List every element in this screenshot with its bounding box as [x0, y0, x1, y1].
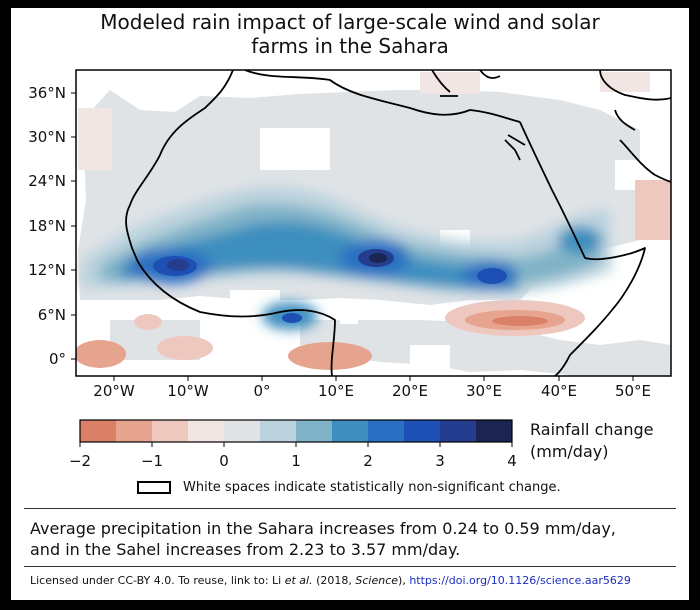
colorbar-tick-label: 3: [435, 452, 445, 470]
shading-negative-gulf: [157, 336, 213, 360]
shading-negative-ne: [600, 72, 650, 92]
coastlines: [125, 70, 671, 376]
license-etal: et al.: [284, 574, 313, 587]
license-journal: Science: [355, 574, 399, 587]
nonsig-patch-6: [410, 345, 450, 375]
colorbar-bin: [296, 420, 333, 442]
lon-label-0: 0°: [253, 382, 271, 400]
lat-label-6n: 6°N: [37, 306, 66, 324]
lon-label-50e: 50°E: [614, 382, 652, 400]
map-tick-marks: [71, 92, 634, 381]
lon-label-20w: 20°W: [93, 382, 135, 400]
colorbar-title-line-2: (mm/day): [530, 442, 609, 461]
shading-negative-nw: [78, 108, 112, 170]
license-suffix: ),: [398, 574, 410, 587]
colorbar-tick-label: 1: [291, 452, 301, 470]
colorbar-bin: [224, 420, 261, 442]
colorbar-tick-label: 0: [219, 452, 229, 470]
lon-label-20e: 20°E: [391, 382, 429, 400]
colorbar-tick-label: −1: [140, 452, 164, 470]
colorbar-bin: [80, 420, 117, 442]
sahel-peak-center: [369, 253, 387, 263]
lat-label-12n: 12°N: [28, 261, 66, 279]
shading-negative-n: [420, 72, 480, 94]
lat-label-24n: 24°N: [28, 172, 66, 190]
summary-line-2: and in the Sahel increases from 2.23 to …: [30, 540, 461, 559]
sahel-core-east: [477, 268, 507, 284]
sahel-peak-west: [167, 259, 189, 271]
shading-positive-light-south: [300, 320, 671, 376]
colorbar-bin: [368, 420, 405, 442]
lat-label-18n: 18°N: [28, 217, 66, 235]
nonsig-patch-4: [340, 300, 358, 324]
sahel-core-south: [282, 313, 302, 323]
divider-top: [24, 508, 676, 509]
colorbar-bin: [440, 420, 477, 442]
colorbar-title: Rainfall change (mm/day): [530, 419, 653, 463]
summary-text: Average precipitation in the Sahara incr…: [30, 518, 616, 560]
colorbar-bin: [188, 420, 225, 442]
summary-line-1: Average precipitation in the Sahara incr…: [30, 519, 616, 538]
significance-legend: White spaces indicate statistically non-…: [137, 480, 561, 495]
map-area: [76, 70, 671, 376]
colorbar: [80, 420, 513, 442]
colorbar-bin: [332, 420, 369, 442]
lat-label-30n: 30°N: [28, 128, 66, 146]
colorbar-bin: [476, 420, 513, 442]
colorbar-bin: [152, 420, 189, 442]
lon-label-10w: 10°W: [167, 382, 209, 400]
shading-negative-east: [635, 180, 671, 240]
lon-label-40e: 40°E: [540, 382, 578, 400]
lat-label-36n: 36°N: [28, 84, 66, 102]
colorbar-tick-label: −2: [68, 452, 92, 470]
lon-label-30e: 30°E: [465, 382, 503, 400]
license-mid: (2018,: [312, 574, 356, 587]
figure-title: Modeled rain impact of large-scale wind …: [0, 10, 700, 58]
license-line: Licensed under CC-BY 4.0. To reuse, link…: [30, 574, 631, 587]
nonsig-patch-1: [260, 128, 330, 170]
title-line-1: Modeled rain impact of large-scale wind …: [100, 10, 600, 34]
colorbar-tick-label: 2: [363, 452, 373, 470]
legend-white-box-swatch: [137, 481, 171, 494]
colorbar-tick-marks: [79, 442, 513, 447]
title-line-2: farms in the Sahara: [251, 34, 449, 58]
colorbar-bin: [404, 420, 441, 442]
colorbar-bin: [260, 420, 297, 442]
shading-negative-horn-core: [492, 316, 548, 326]
divider-bottom: [24, 566, 676, 567]
map-frame: [75, 69, 672, 377]
colorbar-title-line-1: Rainfall change: [530, 420, 654, 439]
shading-negative-coast: [76, 340, 126, 368]
sahel-rainfall-band: [80, 186, 612, 330]
colorbar-bin: [116, 420, 153, 442]
license-prefix: Licensed under CC-BY 4.0. To reuse, link…: [30, 574, 285, 587]
colorbar-tick-label: 4: [507, 452, 517, 470]
legend-text: White spaces indicate statistically non-…: [183, 480, 561, 495]
shading-negative-central-africa: [288, 342, 372, 370]
shading-negative-small: [134, 314, 162, 330]
doi-link[interactable]: https://doi.org/10.1126/science.aar5629: [409, 574, 631, 587]
lat-label-0: 0°: [48, 350, 66, 368]
lon-label-10e: 10°E: [317, 382, 355, 400]
